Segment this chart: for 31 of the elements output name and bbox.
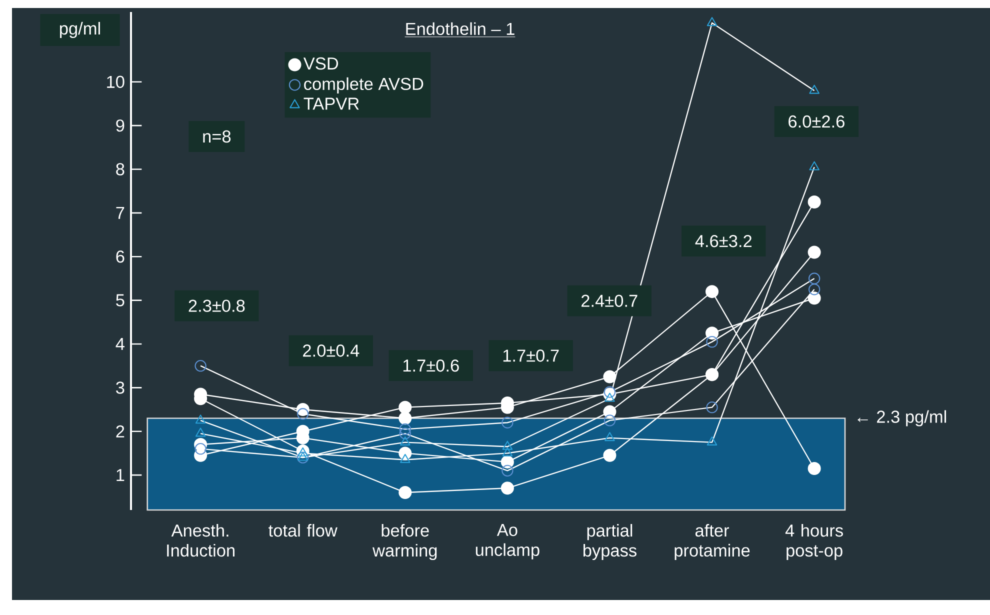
y-tick-label: 3 — [116, 382, 124, 394]
y-tick-label: 6 — [116, 250, 124, 263]
y-tick-label: 7 — [116, 207, 124, 219]
legend-label: complete AVSD — [304, 77, 424, 94]
x-tick-label: Ao unclamp — [476, 524, 540, 560]
annotation: 2.4±0.7 — [582, 294, 638, 307]
y-tick-label: 8 — [116, 163, 124, 176]
x-tick-label: total flow — [268, 524, 338, 537]
annotation: 4.6±3.2 — [695, 234, 752, 248]
x-tick-label: partial bypass — [583, 524, 636, 560]
annotation: n=8 — [203, 130, 231, 143]
y-tick-label: 5 — [116, 294, 124, 306]
band-label: ← 2.3 pg/ml — [858, 410, 946, 426]
y-tick-label: 2 — [116, 425, 124, 438]
x-tick-label: after protamine — [674, 524, 750, 560]
x-tick-label: 4 hours post-op — [785, 524, 843, 560]
x-tick-label: before warming — [372, 524, 437, 560]
x-tick-label: Anesth. Induction — [167, 524, 234, 557]
annotation: 6.0±2.6 — [788, 115, 844, 128]
y-axis-title: pg/ml — [60, 22, 100, 38]
annotation: 2.0±0.4 — [303, 344, 360, 357]
y-tick-label: 9 — [116, 119, 124, 132]
chart-title: Endothelin – 1 — [406, 22, 514, 36]
annotation: 1.7±0.6 — [403, 359, 459, 372]
y-tick-label: 4 — [116, 338, 124, 350]
y-tick-label: 1 — [116, 469, 124, 481]
legend-label: TAPVR — [304, 98, 359, 110]
legend-label: VSD — [303, 57, 338, 70]
annotation: 1.7±0.7 — [503, 350, 559, 362]
y-tick-label: 10 — [107, 76, 124, 88]
annotation: 2.3±0.8 — [188, 300, 245, 312]
